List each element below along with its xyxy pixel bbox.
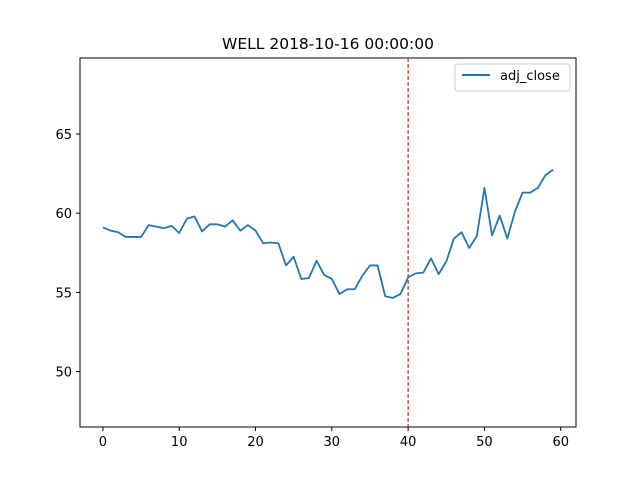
- x-tick-label: 50: [476, 435, 493, 450]
- legend-box: [454, 63, 571, 92]
- legend-label: adj_close: [500, 69, 560, 84]
- x-tick-label: 40: [400, 435, 417, 450]
- series-line-adj_close: [102, 168, 554, 299]
- x-tick-label: 0: [99, 435, 107, 450]
- plot-area: [79, 57, 577, 428]
- series-layer: [102, 168, 554, 299]
- x-tick-label: 60: [552, 435, 569, 450]
- x-axis: 0 10 20 30 40 50 60: [99, 427, 569, 450]
- y-tick-label: 55: [55, 286, 72, 301]
- chart-title: WELL 2018-10-16 00:00:00: [222, 35, 434, 53]
- x-tick-label: 30: [324, 435, 341, 450]
- legend: adj_close: [454, 63, 571, 92]
- y-tick-label: 65: [55, 128, 72, 143]
- y-axis: 50 55 60 65: [55, 128, 80, 381]
- x-tick-label: 20: [247, 435, 264, 450]
- x-tick-label: 10: [171, 435, 188, 450]
- y-tick-label: 60: [55, 207, 72, 222]
- y-tick-label: 50: [55, 366, 72, 381]
